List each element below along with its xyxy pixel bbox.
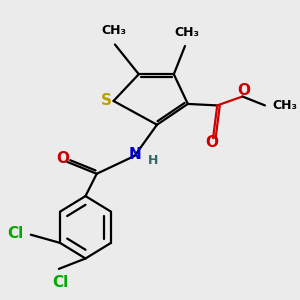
Text: O: O: [237, 83, 250, 98]
Text: O: O: [205, 135, 218, 150]
Text: O: O: [57, 152, 70, 166]
Text: CH₃: CH₃: [174, 26, 199, 38]
Text: Cl: Cl: [52, 275, 68, 290]
Text: CH₃: CH₃: [101, 24, 126, 37]
Text: Cl: Cl: [8, 226, 24, 241]
Text: N: N: [129, 147, 142, 162]
Text: S: S: [101, 94, 112, 109]
Text: CH₃: CH₃: [272, 99, 297, 112]
Text: H: H: [148, 154, 158, 167]
